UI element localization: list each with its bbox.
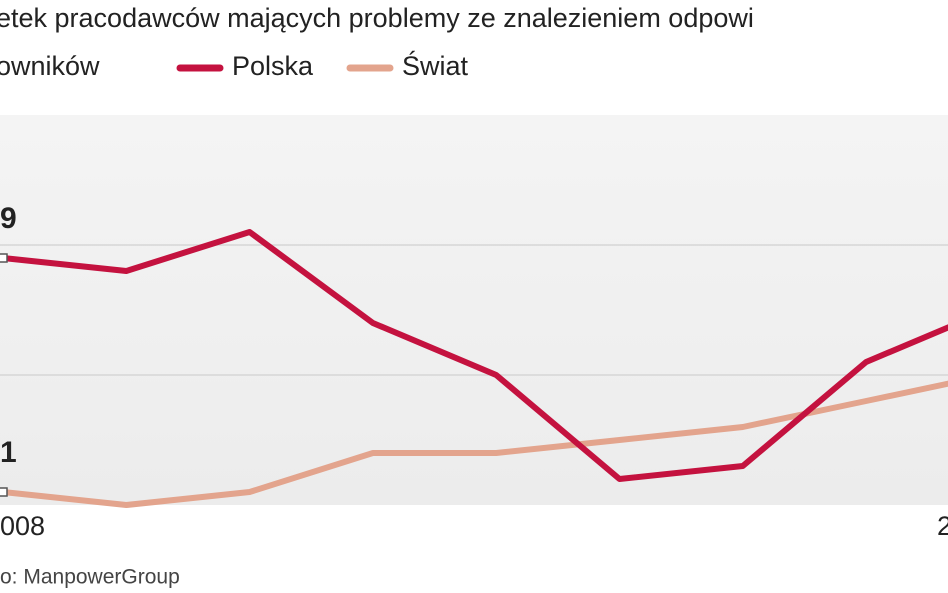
series-line bbox=[2, 380, 948, 508]
chart-title: owników bbox=[0, 51, 100, 81]
point-marker bbox=[0, 487, 8, 497]
x-tick-label: 008 bbox=[0, 511, 45, 541]
chart-title: etek pracodawców mających problemy ze zn… bbox=[0, 3, 754, 33]
value-label: 9 bbox=[0, 202, 17, 235]
legend-label: Polska bbox=[232, 51, 314, 81]
series-line bbox=[2, 229, 948, 482]
point-marker bbox=[0, 253, 8, 263]
value-label: 1 bbox=[0, 436, 17, 469]
plot-background bbox=[0, 115, 948, 505]
x-tick-label: 2 bbox=[937, 511, 948, 541]
legend-label: Świat bbox=[402, 49, 469, 81]
source: o: ManpowerGroup bbox=[0, 566, 180, 589]
